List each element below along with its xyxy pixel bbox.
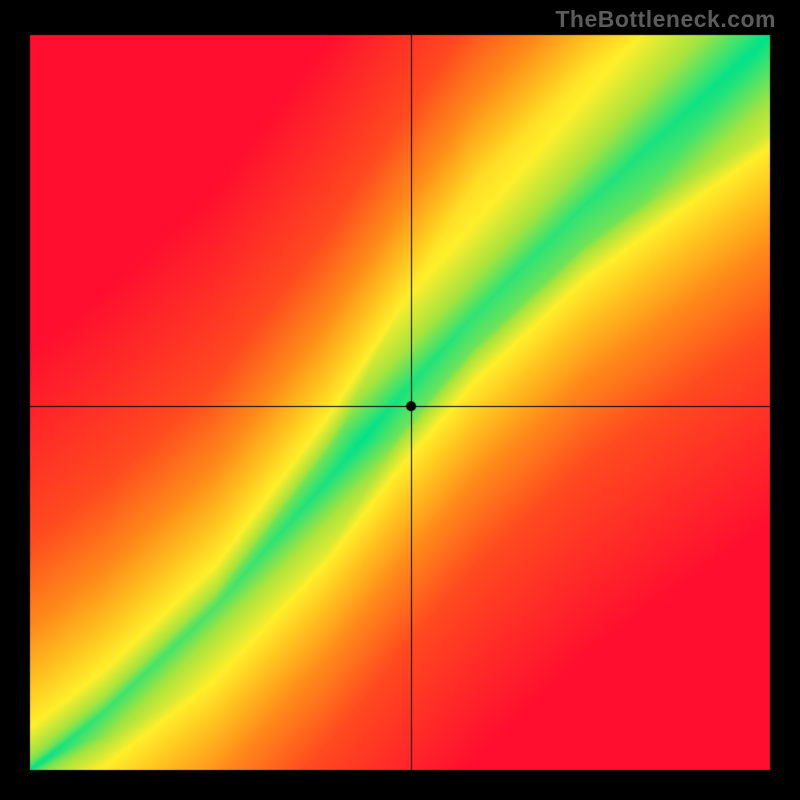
watermark-text: TheBottleneck.com (555, 6, 776, 33)
bottleneck-heatmap (0, 0, 800, 800)
